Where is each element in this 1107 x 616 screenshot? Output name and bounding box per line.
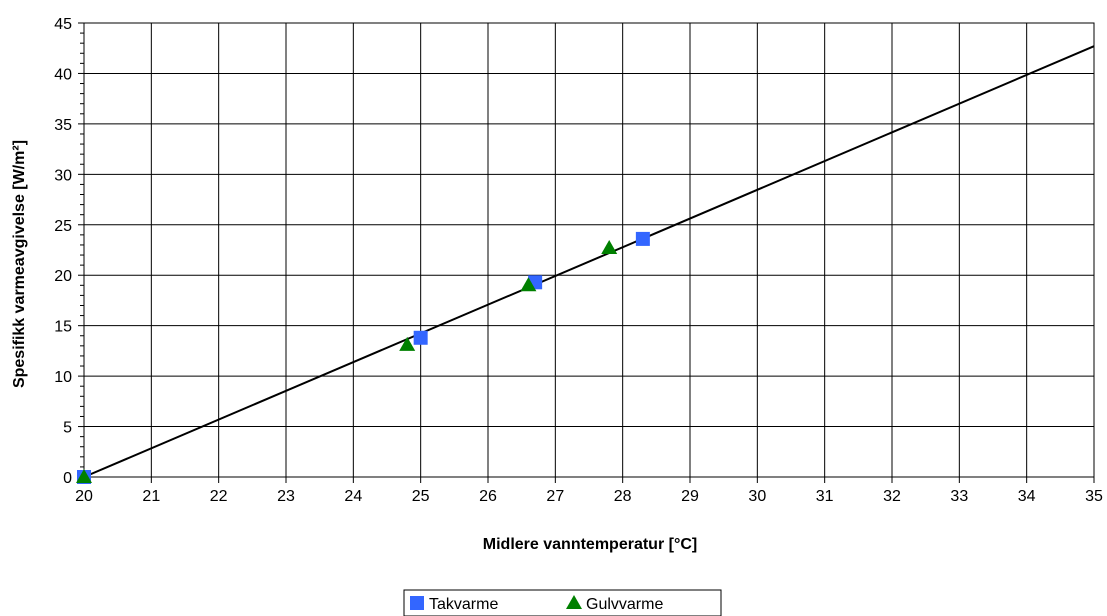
trendline: [83, 45, 1095, 478]
x-tick-label: 24: [344, 488, 362, 505]
x-tick-label: 32: [883, 488, 901, 505]
x-tick-label: 22: [210, 488, 228, 505]
x-axis-title: Midlere vanntemperatur [°C]: [483, 536, 697, 553]
x-tick-label: 35: [1085, 488, 1103, 505]
gulvvarme-point: [520, 277, 537, 292]
gulvvarme-point: [399, 336, 416, 351]
x-tick-label: 34: [1018, 488, 1036, 505]
legend-label-gulvvarme: Gulvvarme: [586, 596, 663, 613]
x-tick-label: 26: [479, 488, 497, 505]
y-tick-label: 0: [63, 470, 72, 487]
y-tick-label: 20: [54, 268, 72, 285]
x-tick-label: 20: [75, 488, 93, 505]
grid-lines: [83, 22, 1095, 478]
x-tick-label: 29: [681, 488, 699, 505]
trendline-group: [83, 45, 1095, 478]
x-tick-labels: 20 21 22 23 24 25 26 27 28 29 30 31 32 33 34 35: [75, 488, 1103, 505]
y-tick-label: 15: [54, 319, 72, 336]
x-tick-label: 25: [412, 488, 430, 505]
y-tick-label: 30: [54, 167, 72, 184]
gulvvarme-point: [76, 469, 92, 483]
x-tick-label: 30: [748, 488, 766, 505]
x-tick-label: 33: [950, 488, 968, 505]
legend: Takvarme Gulvvarme: [403, 589, 722, 616]
legend-marker-gulvvarme: [566, 595, 582, 609]
y-tick-label: 40: [54, 66, 72, 83]
y-tick-label: 5: [63, 420, 72, 437]
x-tick-label: 28: [614, 488, 632, 505]
legend-label-takvarme: Takvarme: [429, 596, 498, 613]
x-tick-label: 31: [816, 488, 834, 505]
axes: [78, 22, 1095, 483]
x-tick-label: 21: [142, 488, 160, 505]
takvarme-point: [413, 330, 428, 345]
x-tick-label: 23: [277, 488, 295, 505]
legend-box: [403, 589, 722, 616]
plot-frame: [83, 22, 1095, 478]
y-axis-title: Spesifikk varmeavgivelse [W/m²]: [11, 140, 28, 388]
data-points: [76, 231, 650, 484]
y-tick-label: 45: [54, 16, 72, 33]
x-tick-label: 27: [546, 488, 564, 505]
y-tick-label: 25: [54, 218, 72, 235]
y-tick-label: 35: [54, 117, 72, 134]
gulvvarme-point: [601, 239, 618, 254]
y-tick-label: 10: [54, 369, 72, 386]
takvarme-point: [635, 231, 650, 246]
legend-marker-takvarme: [410, 596, 424, 610]
y-tick-labels: 0 5 10 15 20 25 30 35 40 45: [54, 16, 72, 487]
